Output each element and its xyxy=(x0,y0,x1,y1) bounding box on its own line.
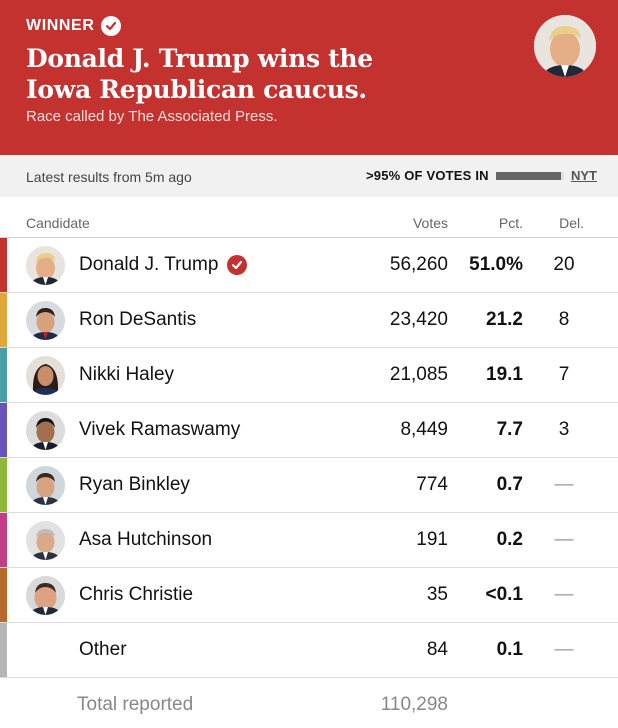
table-row: Donald J. Trump 56,260 51.0% 20 xyxy=(0,238,618,293)
candidate-pct: 19.1 xyxy=(486,364,523,385)
check-icon xyxy=(101,16,122,36)
table-row: Nikki Haley 21,085 19.1 7 xyxy=(0,348,618,403)
candidate-votes: 23,420 xyxy=(389,309,448,330)
candidate-name: Ron DeSantis xyxy=(79,309,196,331)
total-votes: 110,298 xyxy=(380,694,448,715)
check-icon xyxy=(227,255,248,275)
candidate-name: Nikki Haley xyxy=(79,364,174,386)
candidate-name-text: Other xyxy=(79,639,127,660)
candidate-delegates: 7 xyxy=(558,364,570,385)
table-row: Chris Christie 35 <0.1 — xyxy=(0,568,618,623)
votes-in-text: >95% OF VOTES IN xyxy=(366,168,489,183)
party-color-bar xyxy=(0,403,7,457)
candidate-votes: 56,260 xyxy=(389,254,448,275)
candidate-pct: <0.1 xyxy=(485,584,523,605)
party-color-bar xyxy=(0,623,7,677)
table-row: Ryan Binkley 774 0.7 — xyxy=(0,458,618,513)
candidate-delegates: 20 xyxy=(553,254,575,275)
party-color-bar xyxy=(0,293,7,347)
header-votes: Votes xyxy=(412,215,448,231)
source-link[interactable]: NYT xyxy=(571,168,597,183)
candidate-name-text: Chris Christie xyxy=(79,584,194,605)
candidate-avatar-ryan-binkley xyxy=(26,466,65,505)
header-pct: Pct. xyxy=(498,215,523,231)
table-row: Vivek Ramaswamy 8,449 7.7 3 xyxy=(0,403,618,458)
header-candidate: Candidate xyxy=(26,215,90,231)
candidate-delegates: — xyxy=(554,474,574,495)
candidate-name-text: Ryan Binkley xyxy=(79,474,190,495)
candidate-delegates: — xyxy=(554,584,574,605)
latest-results-text: Latest results from 5m ago xyxy=(26,169,192,185)
results-table-header: Candidate Votes Pct. Del. xyxy=(0,208,618,238)
party-color-bar xyxy=(0,348,7,402)
candidate-delegates: — xyxy=(554,529,574,550)
candidate-avatar-nikki-haley xyxy=(26,356,65,395)
candidate-name-text: Asa Hutchinson xyxy=(79,529,213,550)
candidate-votes: 8,449 xyxy=(400,419,448,440)
party-color-bar xyxy=(0,568,7,622)
winner-badge: WINNER xyxy=(26,16,122,36)
candidate-name-text: Vivek Ramaswamy xyxy=(79,419,241,440)
party-color-bar xyxy=(0,458,7,512)
total-row: Total reported 110,298 xyxy=(0,680,618,728)
candidate-name: Ryan Binkley xyxy=(79,474,190,496)
winner-label: WINNER xyxy=(26,17,95,34)
candidate-pct: 0.1 xyxy=(496,639,523,660)
candidate-votes: 774 xyxy=(416,474,448,495)
candidate-votes: 35 xyxy=(426,584,448,605)
table-row: Asa Hutchinson 191 0.2 — xyxy=(0,513,618,568)
winner-banner: WINNER Donald J. Trump wins the Iowa Rep… xyxy=(0,0,618,155)
party-color-bar xyxy=(0,513,7,567)
party-color-bar xyxy=(0,238,7,292)
candidate-name: Asa Hutchinson xyxy=(79,529,212,551)
candidate-pct: 0.2 xyxy=(496,529,523,550)
candidate-name: Chris Christie xyxy=(79,584,193,606)
winner-avatar xyxy=(534,15,596,77)
candidate-votes: 84 xyxy=(426,639,448,660)
candidate-name: Vivek Ramaswamy xyxy=(79,419,240,441)
votes-in-progress xyxy=(496,172,564,180)
candidate-avatar-vivek-ramaswamy xyxy=(26,411,65,450)
candidate-pct: 0.7 xyxy=(496,474,523,495)
candidate-delegates: 3 xyxy=(558,419,570,440)
table-row: Other 84 0.1 — xyxy=(0,623,618,678)
candidate-avatar-ron-desantis xyxy=(26,301,65,340)
header-del: Del. xyxy=(559,215,584,231)
candidate-avatar-donald-j-trump xyxy=(26,246,65,285)
candidate-delegates: — xyxy=(554,639,574,660)
candidate-name: Other xyxy=(79,639,127,661)
candidate-name-text: Nikki Haley xyxy=(79,364,175,385)
candidate-name-text: Donald J. Trump xyxy=(79,254,219,275)
results-status-bar: Latest results from 5m ago >95% OF VOTES… xyxy=(0,155,618,197)
candidate-pct: 21.2 xyxy=(486,309,523,330)
candidate-pct: 7.7 xyxy=(496,419,523,440)
candidate-avatar-chris-christie xyxy=(26,576,65,615)
table-row: Ron DeSantis 23,420 21.2 8 xyxy=(0,293,618,348)
candidate-delegates: 8 xyxy=(558,309,570,330)
candidate-name-text: Ron DeSantis xyxy=(79,309,197,330)
candidate-avatar-asa-hutchinson xyxy=(26,521,65,560)
candidate-votes: 191 xyxy=(416,529,448,550)
race-call-byline: Race called by The Associated Press. xyxy=(26,108,278,125)
total-label: Total reported xyxy=(77,694,194,715)
candidate-votes: 21,085 xyxy=(389,364,448,385)
candidate-name: Donald J. Trump xyxy=(79,254,248,276)
votes-in-progress-fill xyxy=(496,172,562,180)
page-title: Donald J. Trump wins the Iowa Republican… xyxy=(26,44,373,104)
candidate-pct: 51.0% xyxy=(469,254,523,275)
